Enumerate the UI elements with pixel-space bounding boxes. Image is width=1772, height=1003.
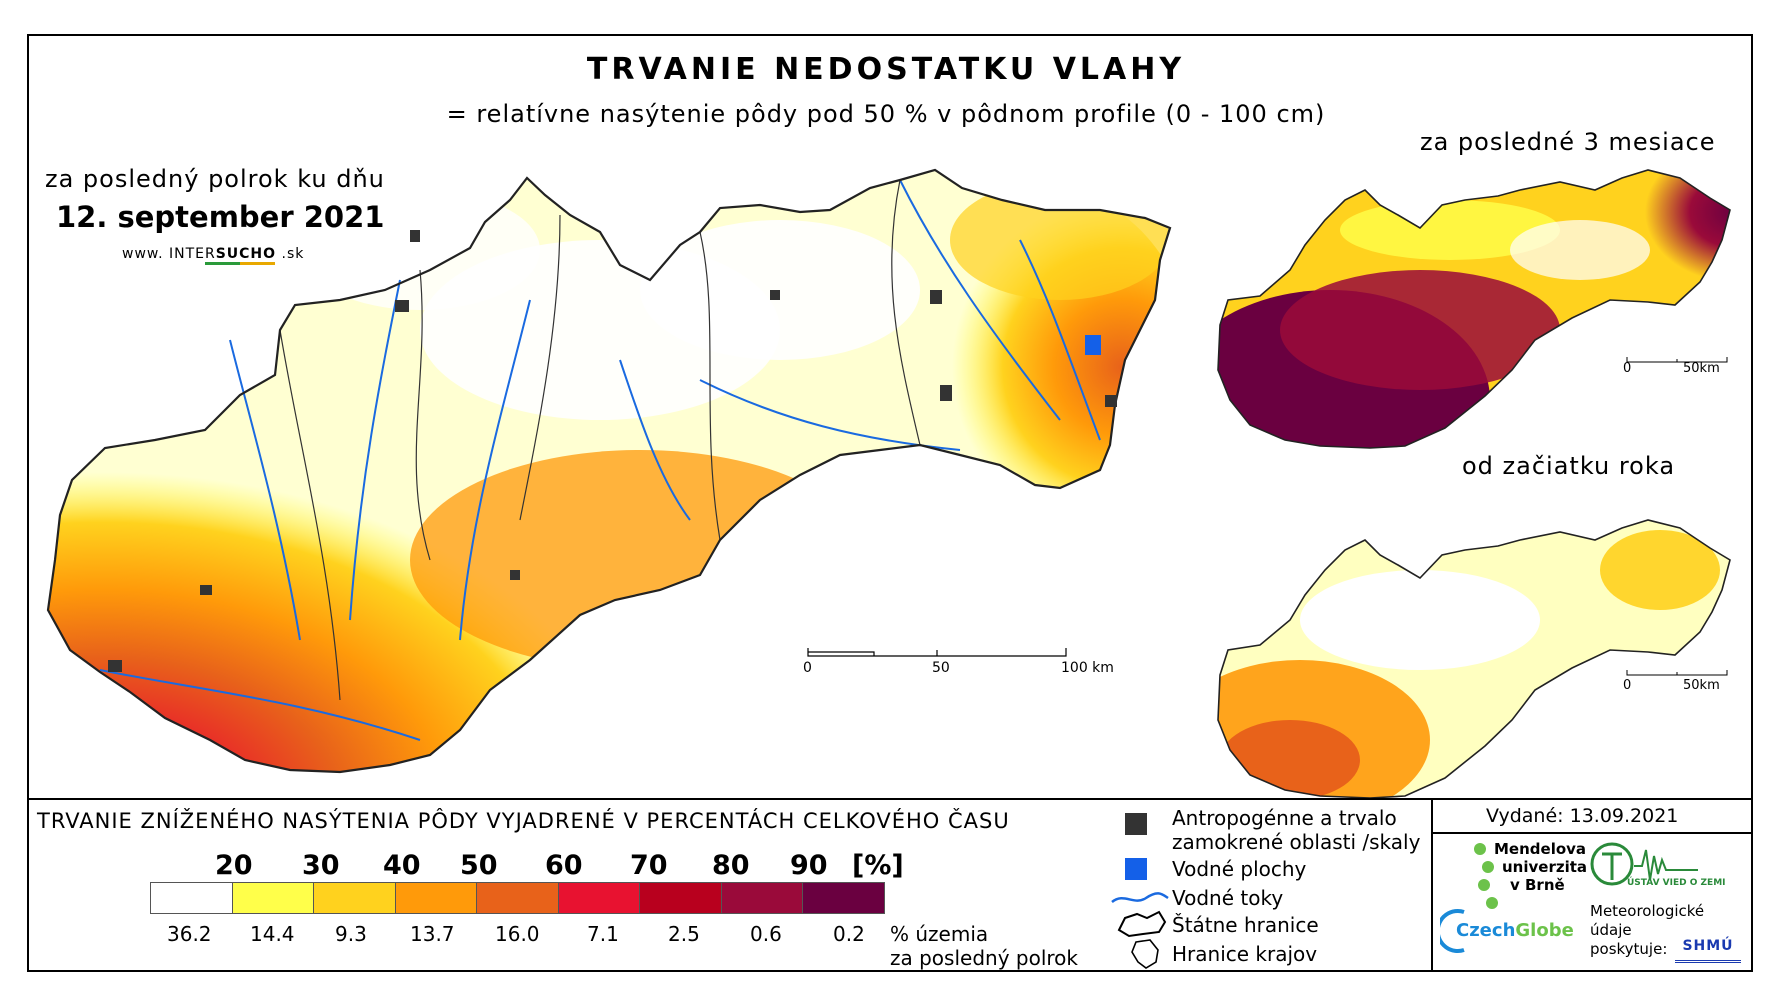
legend-swatch-5 bbox=[476, 882, 559, 914]
legend-swatch-7 bbox=[639, 882, 722, 914]
threshold-20: 20 bbox=[215, 850, 253, 881]
share-2: 14.4 bbox=[250, 922, 295, 946]
inset-3-months-title: za posledné 3 mesiace bbox=[1420, 128, 1716, 156]
mendel-line1: Mendelova bbox=[1494, 840, 1587, 858]
threshold-50: 50 bbox=[460, 850, 498, 881]
state-border-icon bbox=[1117, 910, 1167, 938]
inset-year-raster bbox=[1218, 520, 1730, 798]
legend-title: TRVANIE ZNÍŽENÉHO NASÝTENIA PÔDY VYJADRE… bbox=[37, 809, 1010, 833]
legend-swatch-2 bbox=[231, 882, 314, 914]
threshold-unit: [%] bbox=[852, 850, 904, 881]
meteo-line3: poskytuje: bbox=[1590, 940, 1668, 958]
threshold-90: 90 bbox=[790, 850, 828, 881]
map-subtitle: = relatívne nasýtenie pôdy pod 50 % v pô… bbox=[446, 100, 1326, 128]
share-5: 16.0 bbox=[495, 922, 540, 946]
inset2-scale-0: 0 bbox=[1623, 678, 1631, 693]
main-scale-bar bbox=[807, 648, 1067, 657]
urban-areas bbox=[108, 230, 1117, 672]
legend-swatch-6 bbox=[557, 882, 640, 914]
site-prefix: www. INTER bbox=[122, 246, 216, 262]
website-link[interactable]: www. INTERSUCHO .sk bbox=[122, 246, 304, 262]
scale-label-100: 100 km bbox=[1061, 660, 1114, 676]
legend-swatch-3 bbox=[313, 882, 396, 914]
key-water-label: Vodné plochy bbox=[1172, 857, 1307, 881]
legend-swatch-9 bbox=[802, 882, 885, 914]
key-region-label: Hranice krajov bbox=[1172, 942, 1318, 966]
inset1-scale-bar bbox=[1626, 357, 1728, 363]
key-river-label: Vodné toky bbox=[1172, 886, 1284, 910]
key-state-label: Štátne hranice bbox=[1172, 913, 1319, 937]
map-title: TRVANIE NEDOSTATKU VLAHY bbox=[586, 52, 1186, 87]
inset2-scale-bar bbox=[1626, 670, 1728, 676]
legend-swatch-8 bbox=[720, 882, 803, 914]
region-border-icon bbox=[1131, 939, 1159, 969]
dark-square-icon bbox=[1125, 813, 1147, 835]
scale-label-50: 50 bbox=[932, 660, 950, 676]
share-1: 36.2 bbox=[167, 922, 212, 946]
czechglobe-logo: CzechGlobe bbox=[1456, 920, 1574, 941]
legend-divider bbox=[27, 798, 1753, 800]
czechglobe-part1: Czech bbox=[1456, 920, 1516, 941]
mendel-line2: univerzita bbox=[1502, 858, 1588, 876]
footer-divider bbox=[1431, 798, 1433, 972]
mendel-dots-icon bbox=[1474, 843, 1498, 909]
date-label: 12. september 2021 bbox=[56, 200, 385, 234]
water-body bbox=[1085, 335, 1101, 355]
shmu-logo: SHMÚ bbox=[1675, 938, 1741, 963]
meteo-line1: Meteorologické bbox=[1590, 902, 1705, 920]
share-3: 9.3 bbox=[335, 922, 367, 946]
scale-label-0: 0 bbox=[803, 660, 812, 676]
blue-square-icon bbox=[1125, 858, 1147, 880]
mendel-line3: v Brně bbox=[1510, 876, 1565, 894]
share-unit-2: za posledný polrok bbox=[890, 946, 1078, 970]
inset2-scale-50: 50km bbox=[1683, 678, 1720, 693]
map-frame bbox=[27, 34, 1753, 972]
share-9: 0.2 bbox=[833, 922, 865, 946]
share-8: 0.6 bbox=[750, 922, 782, 946]
threshold-60: 60 bbox=[545, 850, 583, 881]
threshold-30: 30 bbox=[302, 850, 340, 881]
inset-year-title: od začiatku roka bbox=[1462, 452, 1676, 480]
issued-date: Vydané: 13.09.2021 bbox=[1486, 805, 1679, 827]
site-suffix: .sk bbox=[276, 246, 305, 262]
river-line-icon bbox=[1111, 892, 1169, 904]
share-6: 7.1 bbox=[587, 922, 619, 946]
legend-swatch-4 bbox=[394, 882, 477, 914]
uvz-label: ÚSTAV VIED O ZEMI bbox=[1627, 878, 1726, 888]
key-urban-line1: Antropogénne a trvalo bbox=[1172, 806, 1397, 830]
czechglobe-logo-icon bbox=[1440, 909, 1465, 953]
legend-swatch-1 bbox=[150, 882, 233, 914]
inset1-scale-50: 50km bbox=[1683, 361, 1720, 376]
share-4: 13.7 bbox=[410, 922, 455, 946]
brand-underline bbox=[205, 262, 275, 265]
threshold-40: 40 bbox=[383, 850, 421, 881]
drought-raster bbox=[48, 170, 1170, 772]
meteo-line2: údaje bbox=[1590, 921, 1632, 939]
share-unit-1: % územia bbox=[890, 922, 989, 946]
shmu-label: SHMÚ bbox=[1682, 938, 1734, 954]
period-label: za posledný polrok ku dňu bbox=[45, 165, 385, 193]
region-borders bbox=[279, 179, 921, 701]
inset1-scale-0: 0 bbox=[1623, 361, 1631, 376]
uvz-logo-icon bbox=[1590, 842, 1698, 886]
threshold-70: 70 bbox=[630, 850, 668, 881]
key-urban-line2: zamokrené oblasti /skaly bbox=[1172, 830, 1421, 854]
issued-divider bbox=[1431, 832, 1753, 834]
site-brand: SUCHO bbox=[215, 246, 277, 262]
threshold-80: 80 bbox=[712, 850, 750, 881]
share-7: 2.5 bbox=[668, 922, 700, 946]
czechglobe-part2: Globe bbox=[1515, 920, 1574, 941]
